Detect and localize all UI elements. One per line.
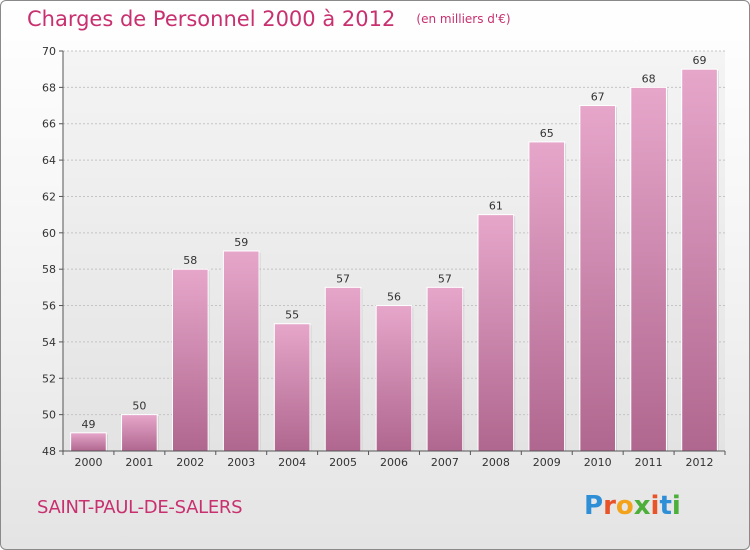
bar-2002[interactable] — [171, 268, 209, 452]
data-label: 69 — [693, 54, 707, 67]
x-tick-label: 2008 — [482, 456, 510, 469]
logo-letter: o — [615, 491, 634, 521]
bar-2006[interactable] — [375, 305, 413, 452]
bar-2007[interactable] — [426, 286, 464, 452]
bar-2000[interactable] — [70, 432, 107, 452]
x-tick-label: 2005 — [329, 456, 357, 469]
chart-title: Charges de Personnel 2000 à 2012 — [27, 7, 396, 31]
data-label: 67 — [591, 91, 605, 104]
x-tick-label: 2007 — [431, 456, 459, 469]
logo-letter: i — [650, 491, 660, 521]
x-tick-label: 2010 — [584, 456, 612, 469]
y-tick-label: 54 — [42, 336, 56, 349]
x-tick-label: 2009 — [533, 456, 561, 469]
y-tick-label: 62 — [42, 190, 56, 203]
y-tick-label: 70 — [42, 45, 56, 58]
x-tick-label: 2006 — [380, 456, 408, 469]
x-tick-label: 2011 — [635, 456, 663, 469]
bar-2005[interactable] — [324, 286, 362, 452]
data-label: 56 — [387, 291, 401, 304]
x-tick-label: 2003 — [227, 456, 255, 469]
title-row: Charges de Personnel 2000 à 2012 (en mil… — [27, 7, 511, 31]
chart-subtitle: (en milliers d'€) — [416, 12, 511, 26]
x-tick-label: 2001 — [125, 456, 153, 469]
commune-name: SAINT-PAUL-DE-SALERS — [37, 497, 243, 518]
x-tick-label: 2004 — [278, 456, 306, 469]
bar-2008[interactable] — [477, 214, 515, 452]
y-tick-label: 48 — [42, 445, 56, 458]
data-label: 65 — [540, 127, 554, 140]
data-label: 57 — [438, 272, 452, 285]
bar-2011[interactable] — [630, 86, 667, 452]
logo-letter: r — [603, 491, 616, 521]
x-tick-label: 2002 — [176, 456, 204, 469]
x-tick-label: 2012 — [686, 456, 714, 469]
y-tick-label: 58 — [42, 263, 56, 276]
data-label: 68 — [642, 72, 656, 85]
bar-2004[interactable] — [273, 323, 311, 452]
data-label: 49 — [81, 418, 95, 431]
data-label: 58 — [183, 254, 197, 267]
logo-letter: P — [584, 491, 604, 521]
data-label: 61 — [489, 200, 503, 213]
data-label: 57 — [336, 272, 350, 285]
bar-2012[interactable] — [681, 68, 718, 452]
y-tick-label: 56 — [42, 300, 56, 313]
data-label: 50 — [132, 400, 146, 413]
proxiti-logo[interactable]: Proxiti — [584, 491, 681, 521]
y-tick-label: 50 — [42, 409, 56, 422]
y-tick-label: 66 — [42, 118, 56, 131]
logo-letter: i — [671, 491, 681, 521]
y-tick-label: 52 — [42, 372, 56, 385]
bar-2009[interactable] — [528, 141, 566, 452]
bar-layer: 49 50 58 59 55 57 56 57 61 65 67 68 69 — [70, 54, 719, 452]
bar-2003[interactable] — [222, 250, 260, 452]
bar-2010[interactable] — [579, 105, 617, 452]
x-tick-label: 2000 — [74, 456, 102, 469]
logo-letter: x — [633, 491, 651, 521]
y-tick-label: 68 — [42, 81, 56, 94]
y-tick-label: 60 — [42, 227, 56, 240]
bar-2001[interactable] — [121, 414, 158, 452]
data-label: 55 — [285, 309, 299, 322]
axis-layer: 48 50 52 54 56 58 60 62 64 66 68 70 2000 2001 2002 2003… — [42, 45, 726, 469]
logo-letter: t — [659, 491, 672, 521]
y-tick-label: 64 — [42, 154, 56, 167]
data-label: 59 — [234, 236, 248, 249]
